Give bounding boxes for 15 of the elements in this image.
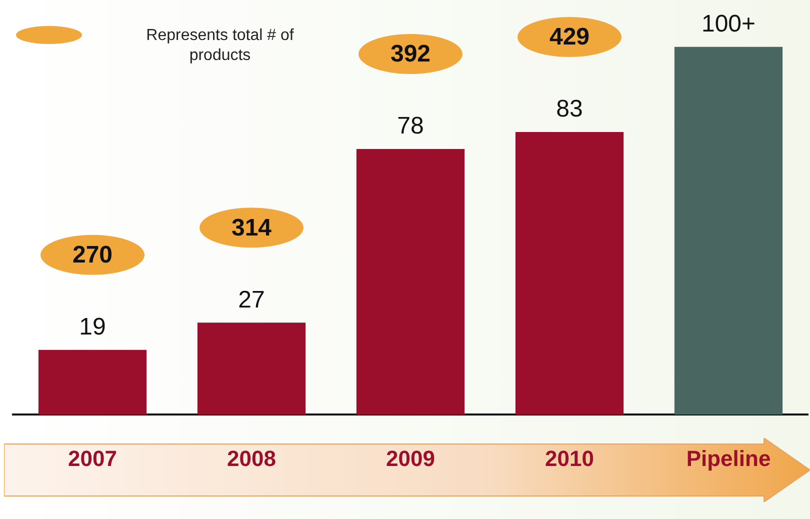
x-tick-label: Pipeline [686, 446, 771, 471]
annotation: Represents total # of products [145, 26, 295, 66]
x-tick-label: 2007 [68, 446, 117, 471]
data-label: 19 [79, 314, 106, 341]
annotation: 314 [231, 214, 272, 242]
data-label: 78 [397, 112, 424, 140]
x-tick-label: 2010 [545, 446, 594, 471]
data-label: 100+ [701, 10, 756, 38]
data-label: 83 [556, 96, 583, 123]
x-tick-label: 2009 [386, 446, 435, 471]
x-tick-label: 2008 [227, 446, 276, 471]
data-label: 27 [238, 286, 265, 314]
annotation: 392 [390, 40, 431, 68]
annotation: 270 [72, 242, 113, 269]
annotation: 429 [549, 24, 590, 51]
